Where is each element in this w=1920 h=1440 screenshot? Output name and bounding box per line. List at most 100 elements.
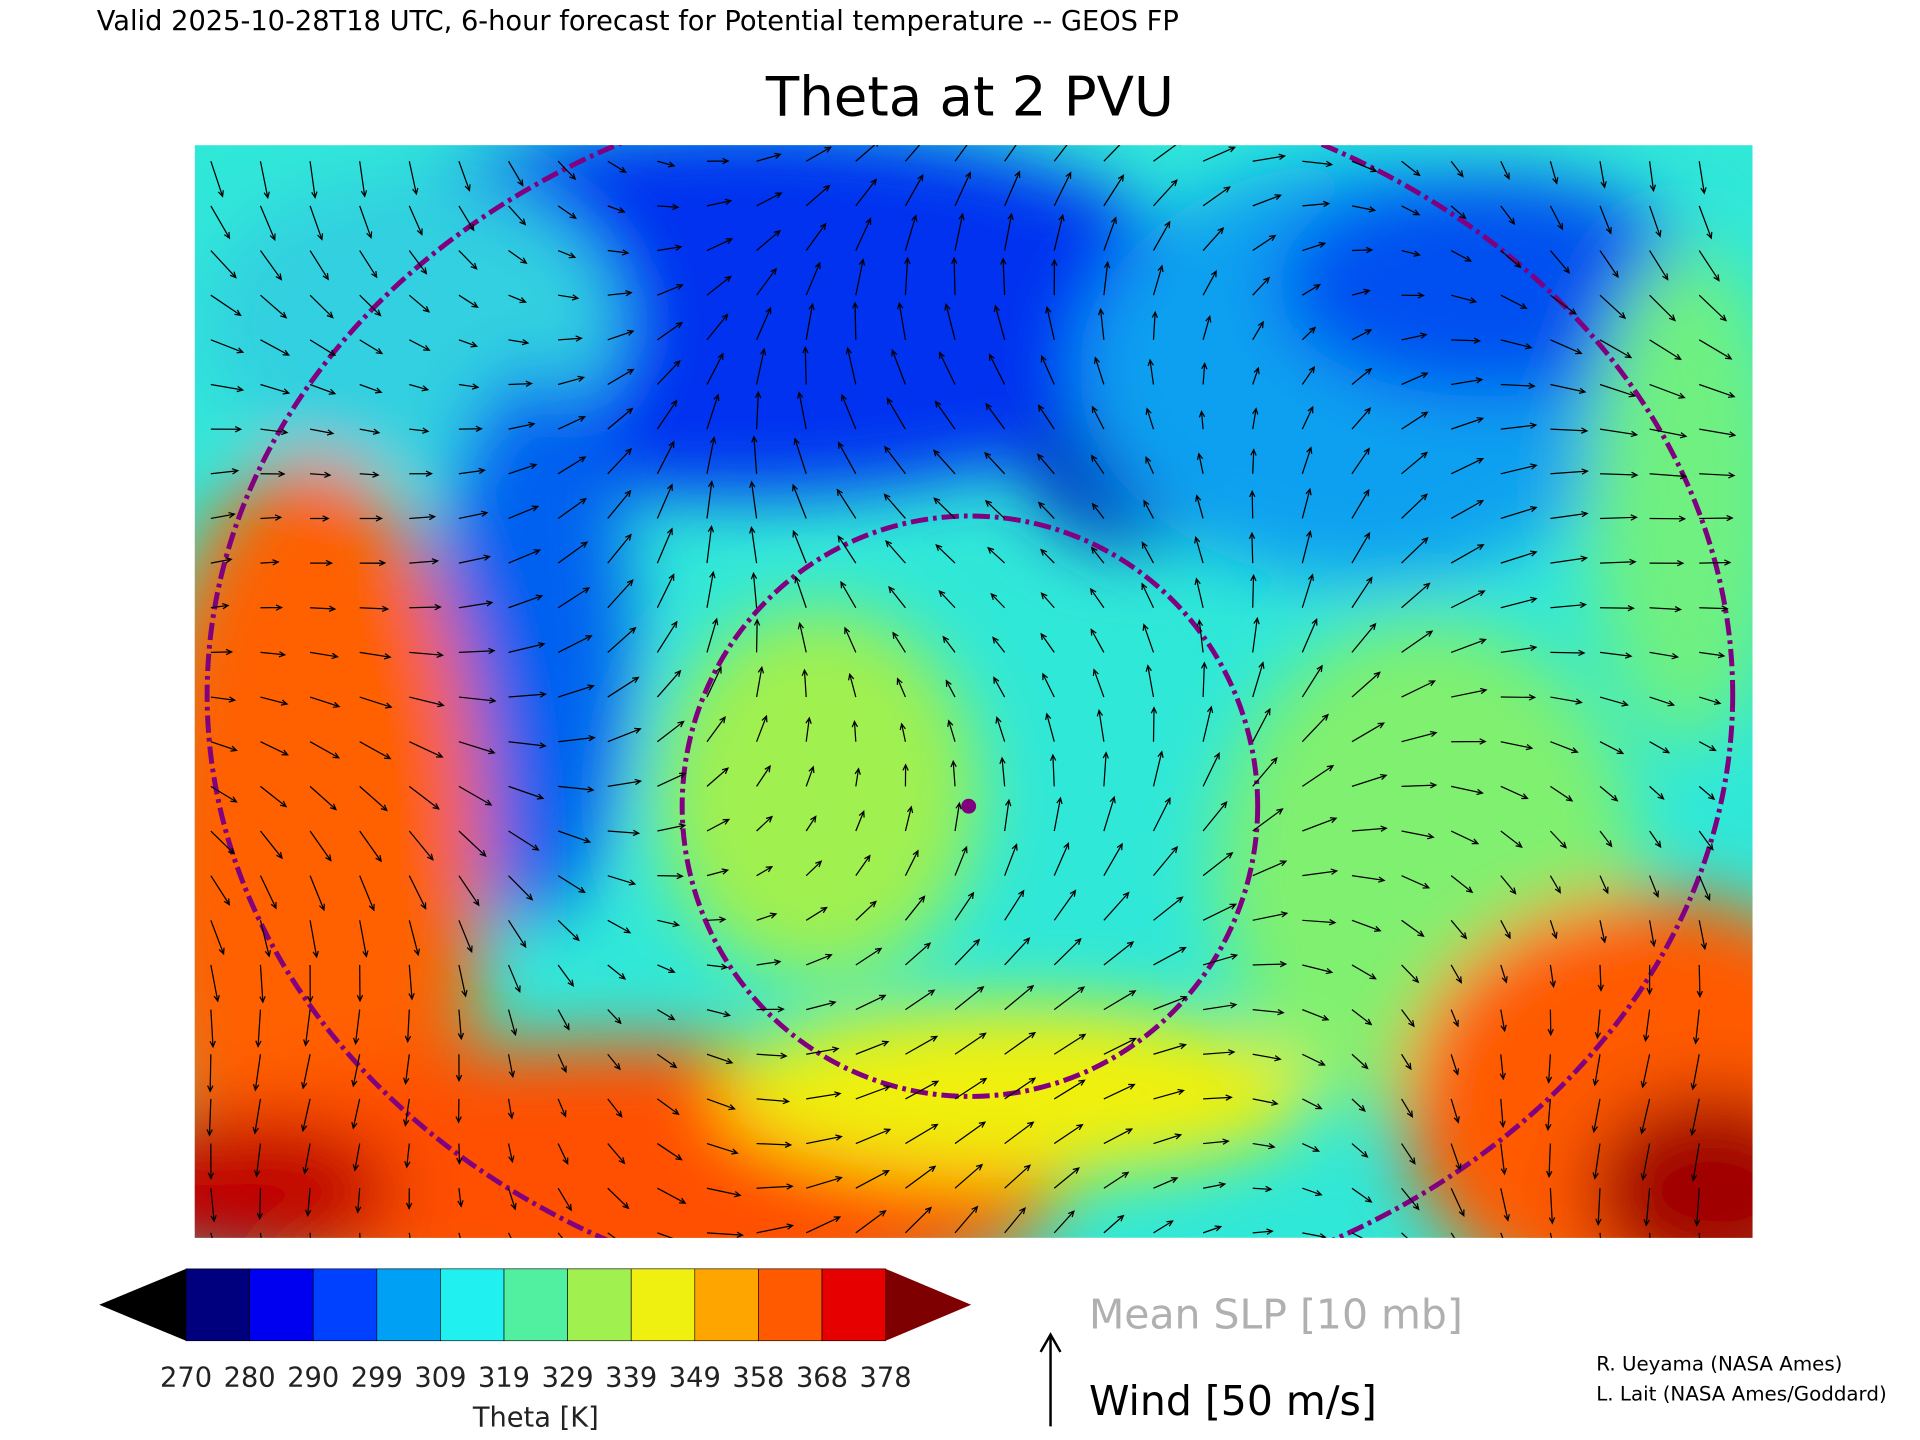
credit: L. Lait (NASA Ames/Goddard) (1596, 1382, 1886, 1405)
wind-arrow (1401, 919, 1425, 938)
wind-arrow (1143, 499, 1155, 519)
wind-arrow (607, 160, 628, 173)
wind-arrow (1401, 630, 1434, 653)
wind-arrow (1252, 320, 1264, 341)
wind-arrow (1450, 830, 1480, 845)
wind-arrow (259, 964, 266, 1004)
wind-arrow (210, 920, 225, 956)
wind-arrow (1351, 1232, 1364, 1238)
colorbar-swatch (249, 1268, 314, 1342)
wind-arrow (1195, 494, 1204, 519)
wind-arrow (404, 1143, 411, 1169)
wind-arrow (1545, 1098, 1552, 1132)
wind-arrow (706, 275, 732, 296)
wind-arrow (256, 1188, 264, 1221)
wind-arrow (656, 527, 673, 564)
wind-arrow (756, 152, 782, 162)
wind-arrow (1202, 851, 1234, 877)
wind-arrow (1401, 1187, 1420, 1211)
wind-arrow (607, 1053, 621, 1071)
wind-arrow (756, 764, 771, 787)
wind-arrow (1599, 471, 1639, 479)
wind-arrow (855, 947, 883, 966)
wind-arrow (1401, 1143, 1416, 1165)
wind-arrow (508, 875, 534, 901)
wind-arrow (1202, 146, 1237, 162)
wind-arrow (507, 160, 524, 187)
wind-arrow (1550, 510, 1589, 520)
wind-arrow (557, 375, 586, 386)
wind-arrow (706, 716, 726, 743)
wind-arrow (508, 250, 528, 264)
wind-arrow (1351, 1009, 1373, 1026)
wind-arrow (1401, 1232, 1408, 1238)
wind-arrow (942, 635, 956, 653)
wind-arrow (309, 785, 338, 811)
wind-arrow (1301, 573, 1315, 608)
wind-arrow (1549, 830, 1568, 849)
wind-arrow (252, 1054, 262, 1092)
wind-arrow (657, 1232, 674, 1238)
wind-arrow (1004, 1077, 1037, 1100)
wind-arrow (1591, 1098, 1601, 1134)
wind-arrow (657, 919, 681, 928)
wind-arrow (1698, 1232, 1701, 1238)
wind-arrow (756, 866, 774, 877)
wind-arrow (1302, 1187, 1323, 1197)
wind-arrow (1153, 1220, 1174, 1234)
wind-arrow (1004, 937, 1031, 966)
wind-arrow (1550, 555, 1588, 564)
wind-arrow (1301, 446, 1313, 474)
wind-arrow (1649, 339, 1682, 361)
wind-arrow (706, 868, 730, 877)
wind-arrow (883, 493, 906, 519)
wind-arrow (1401, 249, 1421, 257)
wind-arrow (995, 716, 1006, 742)
wind-arrow (1649, 875, 1660, 899)
wind-arrow (805, 1216, 842, 1234)
wind-arrow (1351, 205, 1377, 213)
wind-arrow (855, 1040, 890, 1055)
wind-arrow (1037, 404, 1055, 430)
wind-arrow (1004, 889, 1025, 921)
wind-arrow (1090, 546, 1105, 564)
wind-arrow (508, 380, 533, 388)
wind-arrow (1103, 1128, 1134, 1145)
wind-arrow (210, 250, 237, 279)
wind-arrow (755, 347, 767, 385)
wind-arrow (1599, 558, 1637, 566)
wind-arrow (1550, 649, 1586, 657)
wind-arrow (1049, 753, 1057, 787)
wind-arrow (855, 217, 872, 251)
wind-arrow (855, 900, 877, 921)
wind-arrow (1450, 160, 1464, 178)
wind-arrow (1649, 205, 1662, 238)
wind-arrow (558, 335, 583, 342)
wind-arrow (1499, 1098, 1506, 1129)
wind-arrow (458, 920, 473, 954)
wind-arrow (1252, 661, 1265, 698)
wind-arrow (706, 313, 729, 341)
wind-arrow (1499, 1054, 1506, 1081)
wind-arrow (756, 1052, 788, 1059)
wind-arrow (557, 1187, 572, 1212)
wind-arrow (1196, 452, 1204, 474)
wind-arrow (1252, 616, 1260, 653)
wind-arrow (259, 830, 283, 860)
wind-arrow (1053, 937, 1082, 966)
wind-arrow (1252, 234, 1277, 252)
wind-arrow (1252, 1098, 1279, 1106)
wind-arrow (657, 321, 684, 341)
wind-arrow (557, 684, 595, 698)
wind-arrow (1097, 307, 1105, 340)
wind-arrow (844, 626, 857, 653)
wind-arrow (408, 875, 427, 910)
wind-arrow (837, 535, 857, 564)
wind-arrow (999, 756, 1006, 787)
wind-arrow (260, 470, 286, 478)
wind-arrow (656, 399, 678, 430)
wind-arrow (1194, 577, 1204, 608)
wind-arrow (1202, 315, 1212, 341)
wind-arrow (933, 497, 956, 519)
wind-arrow (756, 912, 778, 921)
